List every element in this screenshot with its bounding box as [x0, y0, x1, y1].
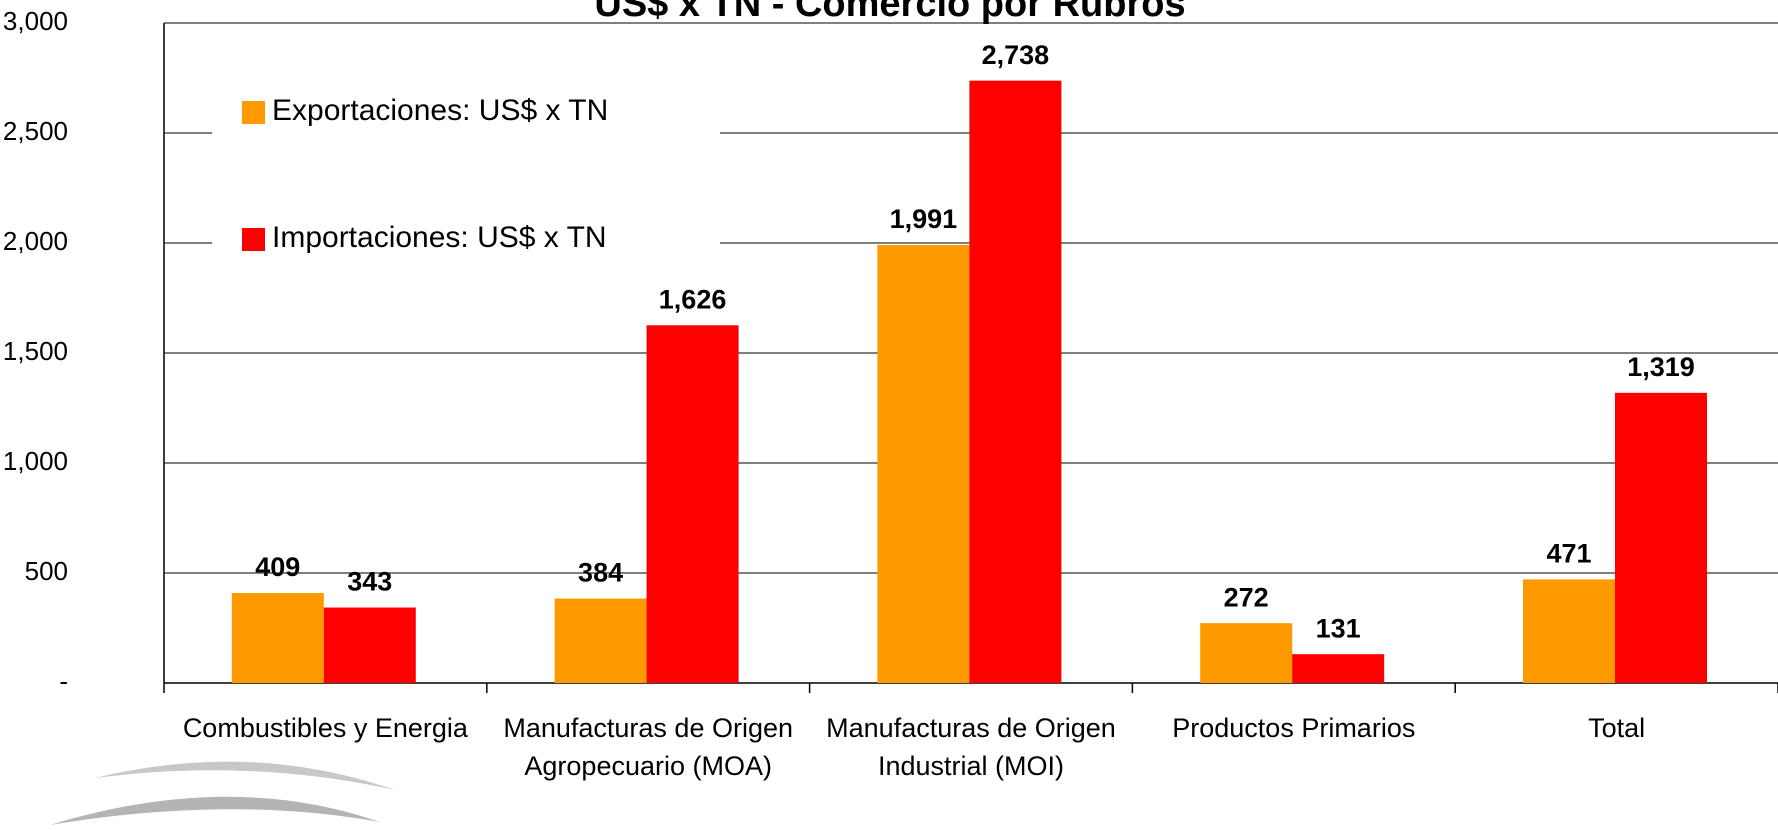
bar — [323, 607, 416, 683]
bar — [1522, 579, 1615, 683]
data-label: 409 — [255, 552, 300, 582]
data-label: 343 — [347, 567, 392, 597]
bar — [646, 325, 739, 683]
chart-title: US$ x TN - Comercio por Rubros — [594, 0, 1185, 25]
bar — [554, 598, 647, 683]
logo-swoosh — [95, 761, 395, 790]
legend-box — [212, 85, 720, 265]
y-tick-label: 1,000 — [3, 446, 68, 476]
y-tick-label: 3,000 — [3, 6, 68, 36]
bar — [231, 593, 324, 683]
data-label: 471 — [1546, 539, 1591, 569]
legend-label: Importaciones: US$ x TN — [272, 221, 607, 254]
bar — [1614, 392, 1707, 683]
x-tick-label: Productos Primarios — [1172, 713, 1416, 743]
y-tick-label: - — [59, 666, 68, 696]
legend-swatch — [242, 228, 265, 251]
data-label: 1,991 — [890, 204, 958, 234]
bar — [877, 244, 970, 684]
data-label: 272 — [1224, 582, 1269, 612]
y-tick-label: 1,500 — [3, 336, 68, 366]
y-tick-label: 500 — [25, 556, 68, 586]
bar — [969, 80, 1062, 683]
data-label: 1,626 — [659, 284, 727, 314]
y-tick-label: 2,000 — [3, 226, 68, 256]
legend-label: Exportaciones: US$ x TN — [272, 94, 608, 127]
y-tick-label: 2,500 — [3, 116, 68, 146]
x-tick-label: Combustibles y Energia — [182, 713, 468, 743]
bar — [1200, 623, 1293, 683]
data-label: 2,738 — [982, 40, 1050, 70]
data-label: 384 — [578, 558, 623, 588]
data-label: 1,319 — [1627, 352, 1695, 382]
x-tick-label: Total — [1588, 713, 1646, 743]
data-label: 131 — [1316, 613, 1361, 643]
bar — [1292, 654, 1385, 683]
logo-swoosh — [50, 796, 380, 825]
x-tick-label: Manufacturas de Origen Industrial (MOI) — [826, 713, 1116, 781]
legend-swatch — [242, 101, 265, 124]
x-tick-label: Manufacturas de Origen Agropecuario (MOA… — [503, 713, 794, 781]
